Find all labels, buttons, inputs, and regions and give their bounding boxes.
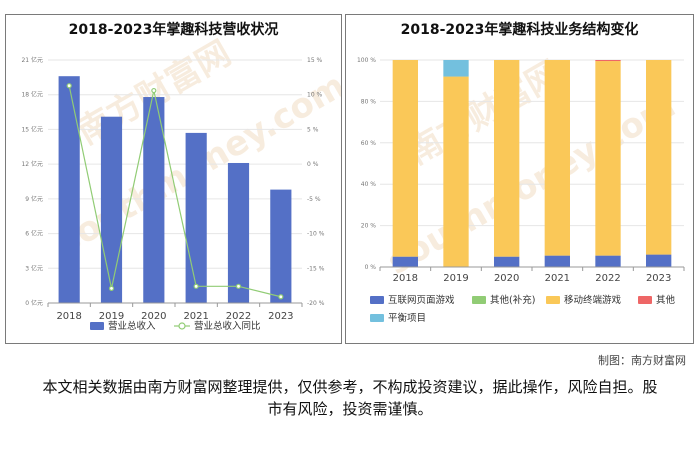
- x-tick-label: 2019: [443, 273, 468, 284]
- y-tick-label: 21 亿元: [21, 56, 43, 64]
- stacked-bar-segment: [392, 256, 418, 267]
- yoy-growth-point: [108, 285, 115, 292]
- legend-label-yoy: 营业总收入同比: [194, 320, 261, 332]
- x-tick-label: 2021: [183, 311, 208, 322]
- stacked-bar-segment: [494, 60, 520, 257]
- legend-swatch: [472, 296, 486, 304]
- stacked-bar-segment: [494, 256, 520, 267]
- legend-swatch: [638, 296, 652, 304]
- legend-label: 移动终端游戏: [564, 294, 622, 306]
- x-tick-label: 2022: [595, 273, 620, 284]
- y2-tick-label: 15 %: [307, 57, 323, 64]
- stacked-bar-segment: [595, 255, 621, 267]
- x-tick-label: 2021: [545, 273, 570, 284]
- y2-tick-label: 5 %: [307, 126, 319, 133]
- x-tick-label: 2022: [226, 311, 251, 322]
- yoy-growth-point: [66, 83, 72, 89]
- x-tick-label: 2023: [646, 273, 671, 284]
- legend-swatch-yoy-marker: [178, 322, 186, 330]
- x-tick-label: 2019: [99, 311, 124, 322]
- stacked-bar-segment: [595, 61, 621, 256]
- legend-label: 互联网页面游戏: [388, 294, 455, 306]
- revenue-bar: [185, 132, 207, 303]
- business-structure-chart-title: 2018-2023年掌趣科技业务结构变化: [400, 22, 639, 38]
- stacked-bar-segment: [544, 255, 570, 267]
- legend-label: 其他: [656, 294, 676, 306]
- legend-swatch: [370, 314, 384, 322]
- revenue-chart-title: 2018-2023年掌趣科技营收状况: [68, 22, 279, 38]
- y-tick-label: 40 %: [361, 181, 377, 188]
- legend-label: 其他(补充): [490, 294, 535, 306]
- disclaimer-text: 本文相关数据由南方财富网整理提供，仅供参考，不构成投资建议，据此操作，风险自担。…: [42, 378, 658, 418]
- x-tick-label: 2018: [393, 273, 418, 284]
- y2-tick-label: -10 %: [307, 231, 325, 238]
- chart-credit: 制图：南方财富网: [598, 354, 686, 367]
- business-structure-chart-panel: 2018-2023年掌趣科技业务结构变化 南方财富网 southmoney.com…: [345, 14, 694, 344]
- y-tick-label: 0 %: [365, 264, 377, 271]
- revenue-bar: [58, 76, 80, 303]
- yoy-growth-point: [235, 283, 242, 289]
- y-tick-label: 6 亿元: [25, 230, 43, 238]
- yoy-growth-line: [68, 85, 281, 298]
- y2-tick-label: -15 %: [307, 265, 325, 272]
- yoy-growth-point: [278, 294, 284, 300]
- y-tick-label: 15 亿元: [21, 125, 43, 133]
- stacked-bar-segment: [646, 254, 672, 267]
- y2-tick-label: 0 %: [307, 161, 319, 168]
- stacked-bar-segment: [443, 76, 469, 267]
- y-tick-label: 12 亿元: [21, 160, 43, 168]
- stacked-bar-segment: [595, 60, 621, 62]
- y-tick-label: 80 %: [361, 98, 377, 105]
- y-tick-label: 18 亿元: [21, 91, 43, 99]
- stacked-bar-segment: [646, 60, 672, 255]
- revenue-bar: [143, 97, 165, 304]
- legend-label-revenue: 营业总收入: [108, 320, 156, 332]
- revenue-bar: [270, 189, 292, 303]
- y-tick-label: 60 %: [361, 140, 377, 147]
- x-tick-label: 2018: [56, 311, 81, 322]
- y2-tick-label: -5 %: [307, 196, 321, 203]
- yoy-growth-point: [151, 87, 157, 94]
- legend-swatch: [370, 296, 384, 304]
- stacked-bar-segment: [443, 60, 469, 77]
- y2-tick-label: -20 %: [307, 300, 325, 307]
- yoy-growth-point: [193, 283, 199, 289]
- legend-swatch-revenue: [90, 322, 104, 330]
- x-tick-label: 2023: [268, 311, 293, 322]
- x-tick-label: 2020: [494, 273, 519, 284]
- y-tick-label: 100 %: [357, 57, 376, 64]
- legend-swatch: [546, 296, 560, 304]
- y2-tick-label: 10 %: [307, 92, 323, 99]
- y-tick-label: 9 亿元: [25, 195, 43, 203]
- y-tick-label: 3 亿元: [25, 264, 43, 272]
- revenue-bar: [227, 162, 250, 303]
- stacked-bar-segment: [544, 60, 570, 256]
- legend-label: 平衡项目: [388, 312, 426, 324]
- y-tick-label: 0 亿元: [25, 299, 43, 307]
- revenue-bar: [100, 116, 123, 303]
- x-tick-label: 2020: [141, 311, 166, 322]
- y-tick-label: 20 %: [361, 223, 377, 230]
- stacked-bar-segment: [392, 60, 418, 257]
